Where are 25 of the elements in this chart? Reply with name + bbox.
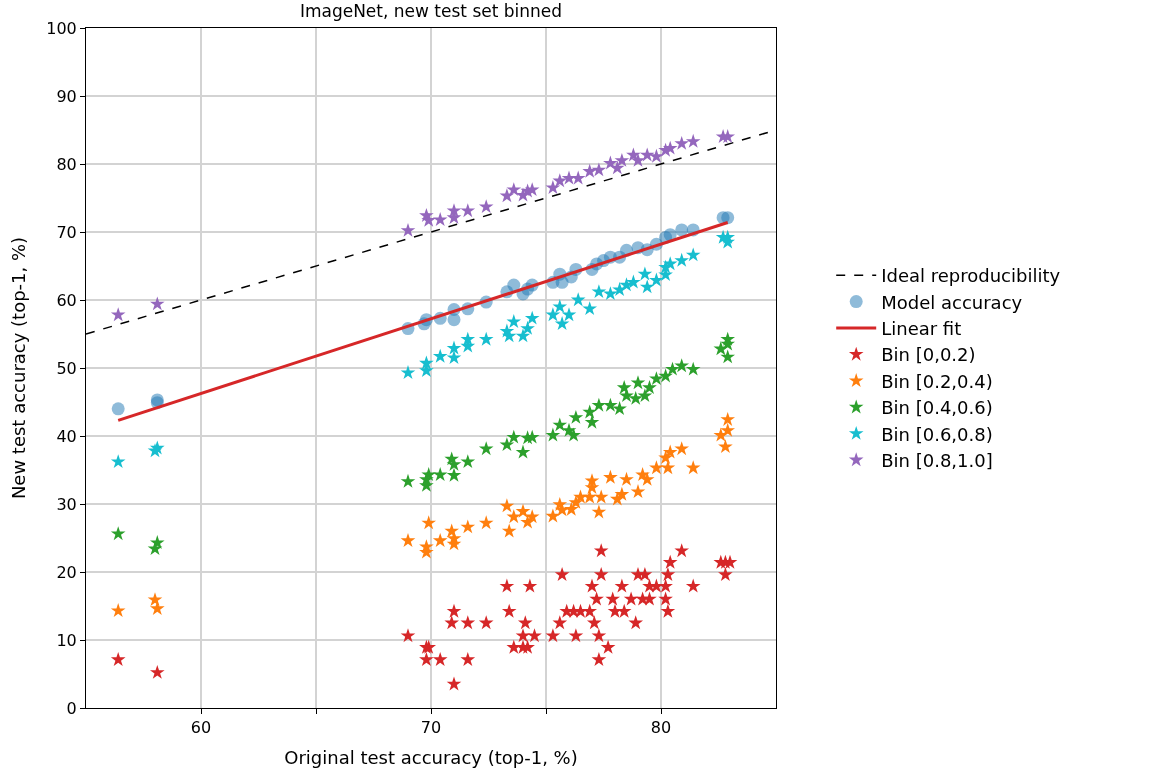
legend-label: Bin [0.8,1.0] (881, 450, 993, 472)
legend-label: Bin [0,0.2) (881, 344, 976, 366)
legend-label: Bin [0.6,0.8) (881, 423, 993, 445)
y-tick-label: 10 (56, 630, 77, 650)
y-tick-label: 0 (66, 698, 77, 718)
chart-title: ImageNet, new test set binned (299, 0, 563, 21)
y-tick-label: 90 (56, 86, 77, 106)
y-tick-label: 20 (56, 562, 77, 582)
y-tick-label: 40 (56, 426, 77, 446)
legend-label: Linear fit (881, 318, 962, 340)
legend-label: Model accuracy (881, 291, 1023, 313)
y-tick-label: 70 (56, 222, 77, 242)
y-tick-label: 60 (56, 290, 77, 310)
y-axis-title: New test accuracy (top-1, %) (8, 236, 30, 500)
y-tick-label: 50 (56, 358, 77, 378)
legend-label: Bin [0.4,0.6) (881, 397, 993, 419)
y-tick-label: 100 (46, 18, 77, 38)
x-tick-label: 80 (650, 718, 672, 738)
legend-label: Ideal reproducibility (881, 265, 1061, 287)
y-tick-label: 80 (56, 154, 77, 174)
legend-label: Bin [0.2,0.4) (881, 370, 993, 392)
x-axis-title: Original test accuracy (top-1, %) (284, 747, 578, 769)
x-tick-label: 60 (190, 718, 212, 738)
x-tick-label: 70 (420, 718, 442, 738)
y-tick-label: 30 (56, 494, 77, 514)
